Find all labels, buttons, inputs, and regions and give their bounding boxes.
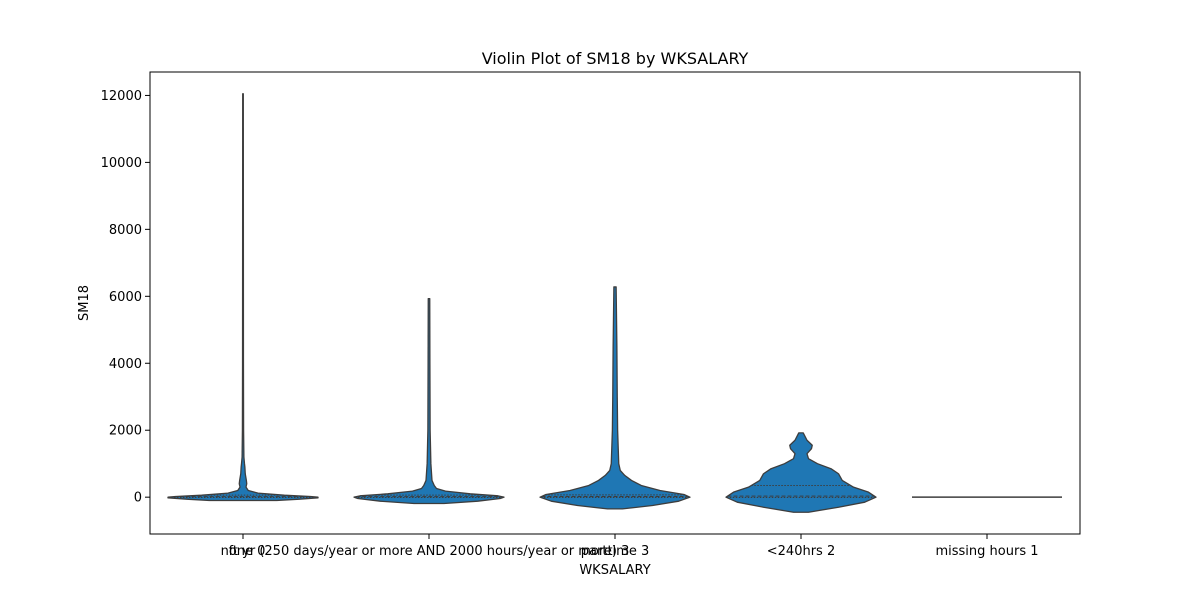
- violin-body: [167, 93, 319, 502]
- violin-body: [353, 298, 505, 505]
- x-tick-label: parttime 3: [581, 544, 649, 559]
- y-tick-label: 10000: [101, 156, 142, 171]
- y-tick-label: 4000: [109, 357, 142, 372]
- violin-body: [725, 432, 877, 513]
- x-tick-label: none 0: [221, 544, 266, 559]
- y-tick-label: 12000: [101, 89, 142, 104]
- x-axis-label: WKSALARY: [579, 563, 650, 578]
- y-tick-label: 2000: [109, 424, 142, 439]
- x-axis: none 0ft yr (250 days/year or more AND 2…: [221, 534, 1039, 559]
- x-tick-label: ft yr (250 days/year or more AND 2000 ho…: [229, 544, 630, 559]
- y-axis: 0 2000 4000 6000 8000 10000 12000: [101, 89, 150, 506]
- x-tick-label: <240hrs 2: [767, 544, 835, 559]
- y-tick-label: 6000: [109, 290, 142, 305]
- y-tick-label: 8000: [109, 223, 142, 238]
- plot-area: [167, 93, 1062, 513]
- y-tick-label: 0: [134, 491, 142, 506]
- chart-title: Violin Plot of SM18 by WKSALARY: [482, 49, 749, 68]
- y-axis-label: SM18: [77, 285, 92, 321]
- violin-body: [539, 286, 691, 510]
- x-tick-label: missing hours 1: [935, 544, 1038, 559]
